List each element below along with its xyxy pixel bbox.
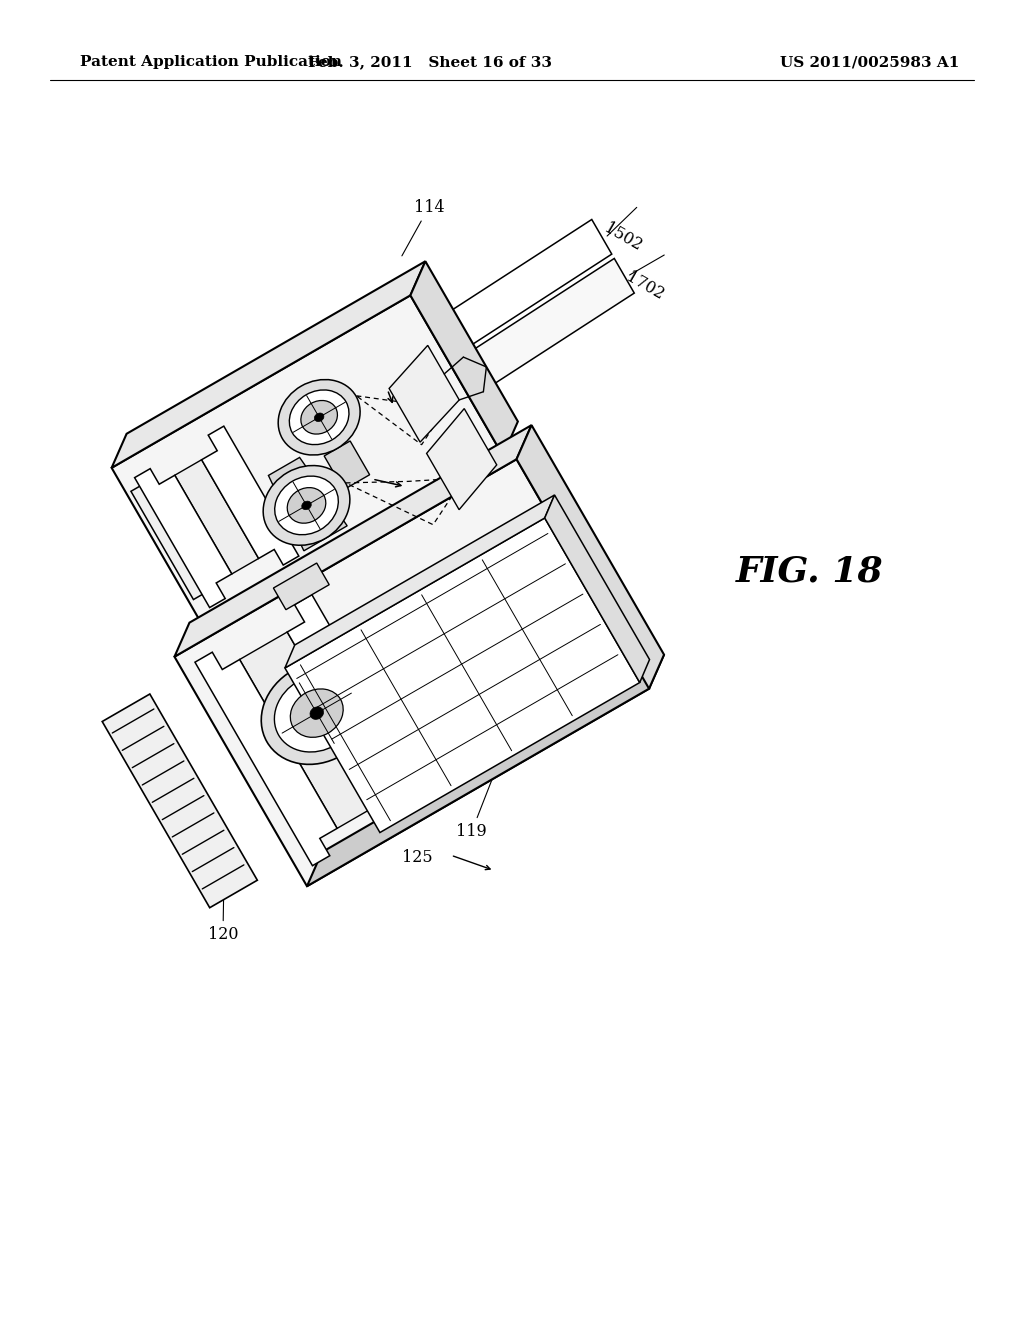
Polygon shape: [545, 495, 649, 682]
Text: Feb. 3, 2011   Sheet 16 of 33: Feb. 3, 2011 Sheet 16 of 33: [308, 55, 552, 69]
Text: FIG. 18: FIG. 18: [736, 554, 884, 589]
Ellipse shape: [287, 487, 326, 523]
Ellipse shape: [274, 477, 338, 535]
Polygon shape: [451, 259, 634, 399]
Ellipse shape: [263, 466, 350, 545]
Polygon shape: [273, 564, 329, 610]
Polygon shape: [288, 595, 429, 808]
Ellipse shape: [261, 661, 373, 764]
Polygon shape: [307, 655, 664, 886]
Polygon shape: [516, 425, 664, 689]
Polygon shape: [202, 426, 299, 565]
Polygon shape: [179, 458, 512, 655]
Text: 114: 114: [401, 199, 444, 256]
Text: 125: 125: [402, 849, 432, 866]
Ellipse shape: [279, 380, 360, 455]
Polygon shape: [359, 652, 407, 697]
Ellipse shape: [290, 389, 349, 445]
Polygon shape: [389, 346, 459, 442]
Ellipse shape: [302, 502, 311, 510]
Polygon shape: [175, 459, 259, 574]
Ellipse shape: [301, 400, 338, 434]
Polygon shape: [174, 425, 531, 656]
Text: 1704: 1704: [433, 550, 473, 568]
Polygon shape: [240, 632, 385, 829]
Polygon shape: [131, 479, 215, 599]
Text: 1702: 1702: [624, 269, 668, 304]
Text: 120: 120: [208, 879, 239, 944]
Ellipse shape: [310, 706, 324, 719]
Polygon shape: [134, 469, 231, 607]
Polygon shape: [428, 219, 611, 360]
Polygon shape: [112, 261, 425, 467]
Polygon shape: [112, 296, 503, 628]
Polygon shape: [411, 261, 518, 455]
Polygon shape: [427, 409, 497, 510]
Text: 119: 119: [457, 775, 494, 840]
Polygon shape: [268, 458, 347, 550]
Ellipse shape: [314, 413, 324, 421]
Polygon shape: [174, 459, 649, 886]
Text: US 2011/0025983 A1: US 2011/0025983 A1: [780, 55, 959, 69]
Polygon shape: [102, 694, 257, 908]
Polygon shape: [195, 652, 337, 866]
Polygon shape: [325, 441, 370, 490]
Polygon shape: [285, 495, 555, 668]
Polygon shape: [285, 517, 640, 833]
Text: Patent Application Publication: Patent Application Publication: [80, 55, 342, 69]
Text: 1502: 1502: [601, 219, 645, 255]
Ellipse shape: [290, 689, 343, 738]
Ellipse shape: [274, 675, 359, 752]
